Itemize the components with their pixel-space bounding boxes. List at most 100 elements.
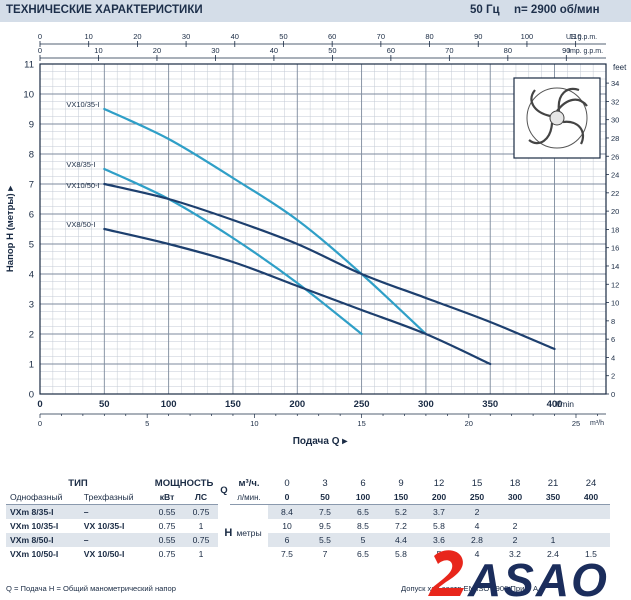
flow-m3h-cell: 24 [585,477,597,489]
three-phase-model: VX 10/35-I [83,521,125,531]
tick-feet: 12 [611,280,619,289]
head-value-cell: 4 [474,521,480,531]
y-axis-label: Напор H (метры) ▸ [5,185,16,272]
tick-meters: 7 [29,180,34,191]
power-hp: 0.75 [184,504,218,519]
h-symbol: H [224,527,233,539]
m3h-unit: м³/ч. [238,477,260,489]
footer-legend: Q = Подача H = Общий манометрический нап… [6,584,176,593]
tick-lmin: 50 [99,399,110,410]
tick-m3h: 10 [250,419,258,428]
tick-lmin: 100 [161,399,177,410]
three-phase-header: Трехфазный [79,490,151,505]
head-value-cell: 9.5 [319,521,331,531]
power-hp: 1 [198,549,204,559]
flow-m3h-cell: 3 [322,477,328,489]
logo-mark [428,550,464,596]
flow-m3h-cell: 21 [547,477,559,489]
head-value-cell: 2 [496,533,534,547]
power-kw: 0.75 [158,549,176,559]
head-value-cell: 7.2 [395,521,407,531]
tick-m3h: 0 [38,419,42,428]
series-label-vx10-50-i: VX10/50-I [66,181,99,190]
tick-m3h: 25 [572,419,580,428]
flow-m3h-cell: 18 [509,477,521,489]
flow-lmin-cell: 150 [382,490,420,505]
head-value-cell: 3.2 [509,549,521,559]
series-line-vx8-50-i [103,227,492,366]
head-value-cell: 8.5 [357,521,369,531]
head-value-cell: 8.4 [268,504,306,519]
tick-meters: 2 [29,330,34,341]
tick-usgpm: 20 [133,32,141,41]
tick-feet: 14 [611,262,619,271]
single-phase-header: Однофазный [6,490,80,505]
single-phase-model: VXm 8/35-I [6,504,80,519]
tick-feet: 0 [611,390,615,399]
three-phase-model: – [79,533,151,547]
three-phase-model: – [79,504,151,519]
tick-meters: 9 [29,120,34,131]
tick-impgpm: 80 [504,46,512,55]
tick-usgpm: 50 [279,32,287,41]
tick-lmin: 300 [418,399,434,410]
flow-m3h-cell: 12 [433,477,445,489]
tick-impgpm: 50 [328,46,336,55]
head-value-cell: 7 [322,549,328,559]
head-value-cell: 7.5 [306,504,344,519]
header-speed: n= 2900 об/мин [514,4,600,16]
tick-feet: 2 [611,372,615,381]
tick-meters: 5 [29,240,34,251]
footer-tolerance: Допуск хар соотв EN ISO 9906 Прил. A. [401,584,541,593]
head-value-cell: 6 [268,533,306,547]
head-value-cell: 2.8 [458,533,496,547]
tick-usgpm: 0 [38,32,42,41]
flow-lmin-cell: 250 [458,490,496,505]
tick-feet: 6 [611,335,615,344]
three-phase-model: VX 10/50-I [83,549,125,559]
head-value-cell: 2 [458,504,496,519]
head-value-cell: 5.2 [382,504,420,519]
flow-lmin-cell: 100 [344,490,382,505]
head-value-cell: 2 [512,521,518,531]
tick-impgpm: 90 [562,46,570,55]
head-value-cell [572,533,610,547]
tick-feet: 8 [611,317,615,326]
flow-lmin-cell: 350 [534,490,572,505]
tick-lmin: 350 [482,399,498,410]
head-value-cell: 10 [282,521,292,531]
head-value-cell: 1 [534,533,572,547]
impeller-icon [513,77,601,159]
flow-lmin-cell: 0 [268,490,306,505]
series-line-vx8-35-i [103,167,363,336]
tick-feet: 16 [611,244,619,253]
tick-meters: 8 [29,150,34,161]
tick-usgpm: 110 [570,32,582,41]
header-frequency: 50 Гц [470,4,500,16]
head-value-cell: 5.8 [395,549,407,559]
series-label-vx10-35-i: VX10/35-I [66,100,99,109]
series-label-vx8-35-i: VX8/35-I [66,160,95,169]
tick-usgpm: 10 [85,32,93,41]
power-header: МОЩНОСТЬ [154,477,214,489]
tick-m3h: 5 [145,419,149,428]
tick-feet: 34 [611,79,619,88]
head-value-cell: 7.5 [281,549,293,559]
tick-lmin: 400 [547,399,563,410]
head-value-cell [572,519,610,533]
head-value-cell: 5.8 [433,521,445,531]
series-line-vx10-35-i [103,107,428,336]
tick-feet: 10 [611,299,619,308]
tick-m3h: 15 [357,419,365,428]
flow-lmin-cell: 400 [572,490,610,505]
header-title: ТЕХНИЧЕСКИЕ ХАРАКТЕРИСТИКИ [6,4,203,16]
table-row: VXm 8/50-I –0.55 0.75 6 5.5 5 4.4 3.6 2.8 2 1 [6,533,610,547]
head-value-cell [572,504,610,519]
tick-usgpm: 80 [425,32,433,41]
tick-impgpm: 20 [153,46,161,55]
x-axis-label: Подача Q ▸ [293,436,349,446]
head-value-cell: 4.4 [382,533,420,547]
tick-lmin: 250 [354,399,370,410]
